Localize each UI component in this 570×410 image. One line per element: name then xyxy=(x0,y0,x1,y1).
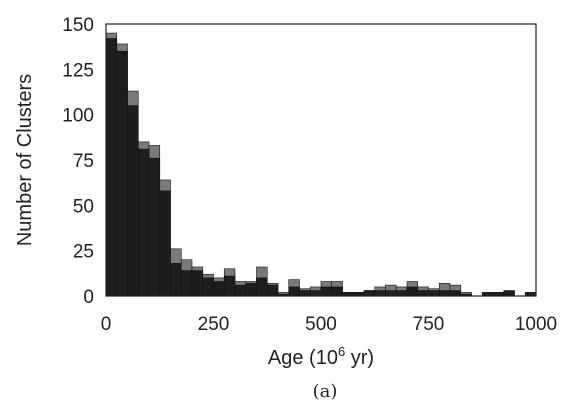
histogram-bar-series-2-bin-19 xyxy=(309,290,322,297)
histogram-bar-series-2-bin-24 xyxy=(363,290,376,297)
histogram-bar-series-2-bin-10 xyxy=(213,281,225,297)
histogram-bar-series-2-bin-5 xyxy=(159,190,171,297)
histogram-bar-series-2-bin-6 xyxy=(170,263,182,297)
histogram-bar-series-2-bin-12 xyxy=(234,284,247,297)
y-tick-label: 100 xyxy=(62,106,94,127)
histogram-bar-series-2-bin-11 xyxy=(223,275,236,297)
x-axis-ticks: 0 250 500 750 1000 xyxy=(101,290,557,335)
histogram-bar-series-2-bin-21 xyxy=(331,286,343,297)
histogram-bar-series-2-bin-25 xyxy=(374,290,386,297)
histogram-bar-series-2-bin-29 xyxy=(417,290,429,297)
histogram-bar-series-2-bin-1 xyxy=(116,50,128,297)
x-tick-label: 1000 xyxy=(515,314,557,335)
histogram-bar-series-2-bin-9 xyxy=(202,277,214,297)
histogram-bar-series-2-bin-27 xyxy=(395,290,408,297)
histogram-bar-series-2-bin-26 xyxy=(385,290,397,297)
histogram-bar-series-2-bin-30 xyxy=(428,290,440,297)
x-tick-label: 250 xyxy=(198,314,230,335)
y-tick-label: 75 xyxy=(73,151,94,172)
x-tick-label: 500 xyxy=(305,314,337,335)
histogram-bar-series-2-bin-28 xyxy=(406,286,419,297)
histogram-bar-series-2-bin-32 xyxy=(449,290,462,297)
x-tick-label: 0 xyxy=(101,314,112,335)
histogram-bar-series-2-bin-0 xyxy=(105,38,118,297)
bars-group xyxy=(105,32,537,297)
histogram-bar-series-2-bin-4 xyxy=(148,157,161,297)
histogram-bar-series-2-bin-37 xyxy=(503,290,515,297)
x-axis-label: Age (106 yr) xyxy=(268,344,374,369)
histogram-bar-series-2-bin-17 xyxy=(288,286,300,297)
x-tick-label: 750 xyxy=(413,314,445,335)
histogram-bar-series-2-bin-7 xyxy=(180,270,193,297)
y-axis-ticks: 0 25 50 75 100 125 150 xyxy=(62,15,112,308)
histogram-bar-series-2-bin-14 xyxy=(256,277,268,297)
y-tick-label: 150 xyxy=(62,15,94,36)
x-axis-label-exponent: 6 xyxy=(338,344,345,359)
histogram-bar-series-2-bin-2 xyxy=(127,105,139,297)
plot-frame xyxy=(105,23,537,297)
histogram-bar-series-2-bin-20 xyxy=(320,286,333,297)
histogram-bar-series-2-bin-18 xyxy=(299,290,311,297)
y-axis-label: Number of Clusters xyxy=(14,74,36,246)
y-tick-label: 25 xyxy=(73,242,94,263)
histogram-bar-series-2-bin-13 xyxy=(245,283,257,297)
histogram-bar-series-2-bin-31 xyxy=(438,290,451,297)
histogram-bar-series-2-bin-3 xyxy=(137,148,150,297)
y-tick-label: 50 xyxy=(73,196,94,217)
histogram-bar-series-2-bin-15 xyxy=(266,284,279,297)
y-tick-label: 0 xyxy=(83,287,94,308)
histogram-bar-series-2-bin-8 xyxy=(191,270,204,297)
figure-caption: (a) xyxy=(313,381,338,402)
y-tick-label: 125 xyxy=(62,60,94,81)
